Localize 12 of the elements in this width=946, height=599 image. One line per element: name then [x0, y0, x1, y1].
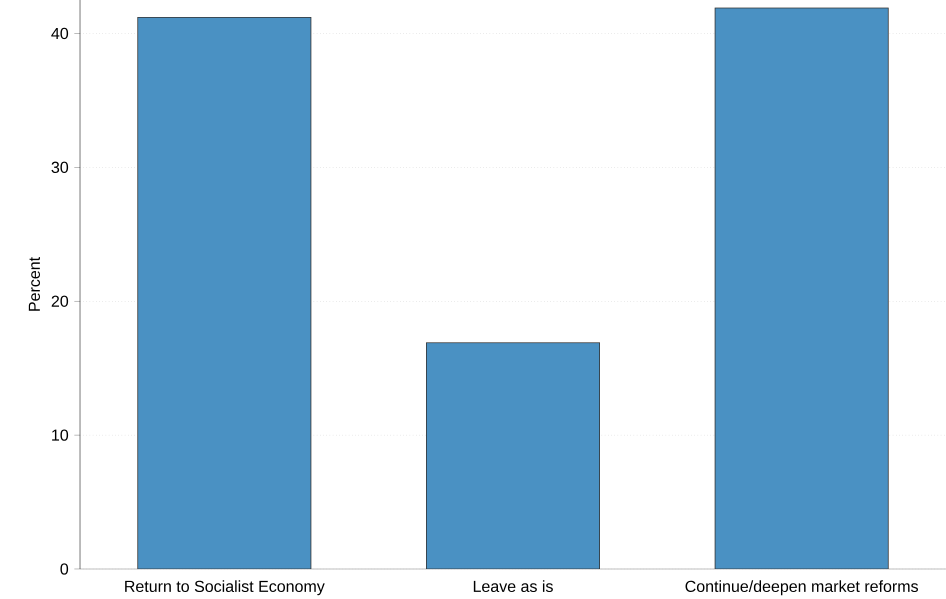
bar: [714, 8, 889, 569]
x-tick-label: Leave as is: [474, 580, 553, 592]
x-tick-label: Continue/deepen market reforms: [686, 580, 918, 596]
bar: [137, 16, 312, 569]
y-tick-label: 30: [52, 162, 68, 173]
y-tick-label: 20: [52, 296, 68, 307]
x-tick-label: Return to Socialist Economy: [125, 580, 325, 596]
y-axis-title: Percent: [28, 257, 40, 311]
y-tick-label: 0: [60, 563, 68, 575]
y-tick-label: 10: [52, 429, 68, 441]
y-tick-label: 40: [51, 28, 68, 40]
bar: [426, 342, 600, 569]
